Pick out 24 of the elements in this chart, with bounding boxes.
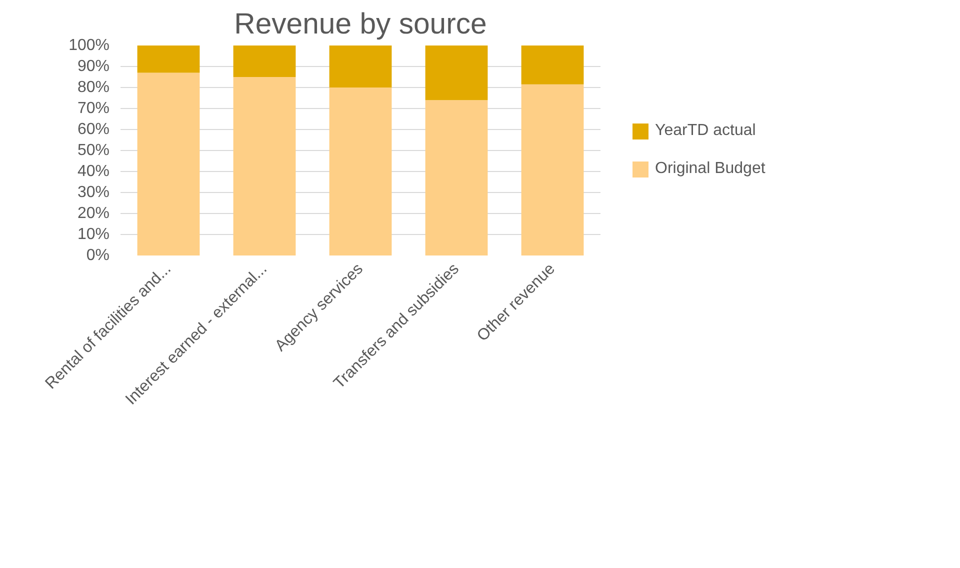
bar bbox=[329, 88, 392, 256]
bar bbox=[521, 84, 584, 256]
bar bbox=[425, 100, 488, 256]
bar bbox=[233, 77, 296, 256]
legend-label: Original Budget bbox=[655, 160, 766, 178]
legend-label: YearTD actual bbox=[655, 122, 756, 140]
y-tick-label: 70% bbox=[77, 100, 110, 117]
bar bbox=[425, 46, 488, 100]
chart-title: Revenue by source bbox=[234, 8, 487, 40]
y-tick-label: 50% bbox=[77, 142, 110, 159]
bar bbox=[137, 72, 200, 256]
bar bbox=[521, 46, 584, 84]
y-tick-label: 0% bbox=[86, 247, 110, 264]
y-tick-label: 40% bbox=[77, 163, 110, 180]
y-tick-label: 60% bbox=[77, 121, 110, 138]
y-tick-label: 20% bbox=[77, 205, 110, 222]
y-tick-label: 30% bbox=[77, 184, 110, 201]
y-tick-label: 80% bbox=[77, 79, 110, 96]
bar bbox=[137, 46, 200, 73]
y-tick-label: 100% bbox=[68, 37, 110, 54]
y-tick-label: 90% bbox=[77, 58, 110, 75]
bar bbox=[329, 46, 392, 88]
bar bbox=[233, 46, 296, 77]
y-tick-label: 10% bbox=[77, 226, 110, 243]
